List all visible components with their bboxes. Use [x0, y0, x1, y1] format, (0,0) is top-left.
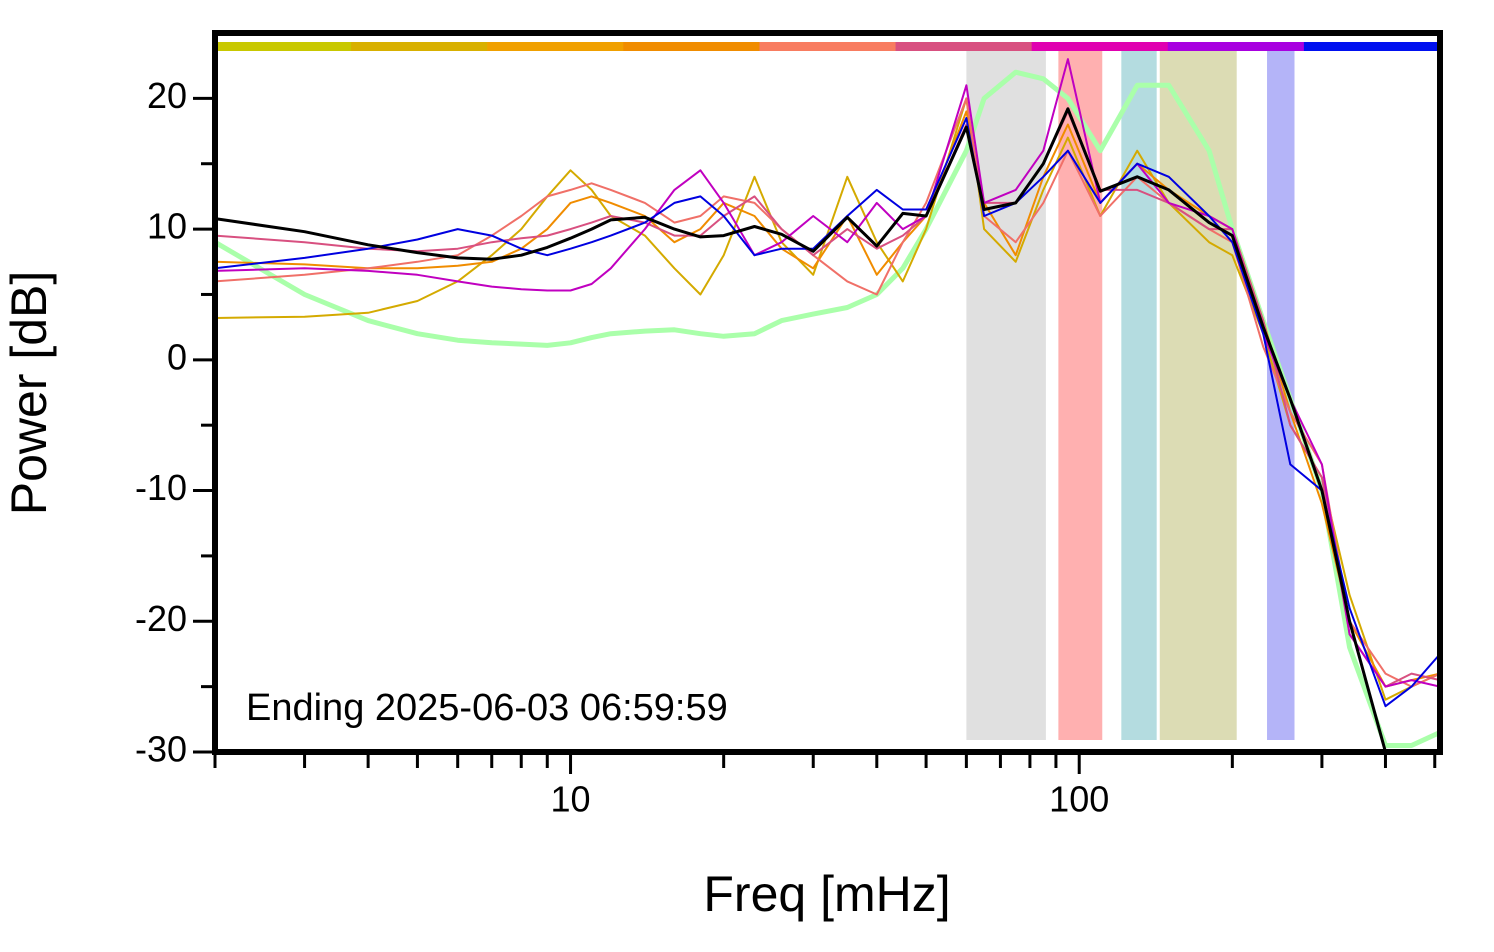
band — [1058, 50, 1103, 740]
x-tick-label: 10 — [551, 779, 591, 820]
band — [966, 50, 1046, 740]
series-line — [215, 58, 1440, 688]
series-line — [215, 117, 1440, 708]
x-axis-title: Freq [mHz] — [703, 866, 950, 922]
bands — [966, 50, 1295, 740]
y-tick-label: 10 — [147, 206, 187, 247]
band — [1159, 50, 1237, 740]
series-line — [215, 110, 1440, 688]
color-bar-segment — [1167, 42, 1305, 51]
series-line — [215, 107, 1440, 752]
color-bar-segment — [215, 42, 352, 51]
annotation: Ending 2025-06-03 06:59:59 — [246, 687, 728, 729]
series-line — [215, 110, 1440, 688]
y-axis-title: Power [dB] — [1, 271, 57, 516]
color-bar-segment — [351, 42, 488, 51]
series-line — [215, 97, 1440, 688]
lines — [215, 58, 1440, 752]
color-bar — [215, 42, 1441, 51]
color-bar-segment — [895, 42, 1033, 51]
y-tick-label: 0 — [167, 336, 187, 377]
color-bar-segment — [1303, 42, 1441, 51]
color-bar-segment — [487, 42, 624, 51]
axes: -30 -20 -10 0 10 20 10 100 — [135, 75, 1437, 820]
plot-frame — [212, 30, 1443, 755]
color-bar-segment — [1031, 42, 1169, 51]
x-tick-label: 100 — [1049, 779, 1109, 820]
y-tick-label: -20 — [135, 598, 187, 639]
color-bar-segment — [623, 42, 760, 51]
y-tick-label: -10 — [135, 467, 187, 508]
color-bar-segment — [759, 42, 897, 51]
series-line — [215, 97, 1440, 701]
series-line — [215, 69, 1440, 748]
y-tick-label: 20 — [147, 75, 187, 116]
y-tick-label: -30 — [135, 729, 187, 770]
